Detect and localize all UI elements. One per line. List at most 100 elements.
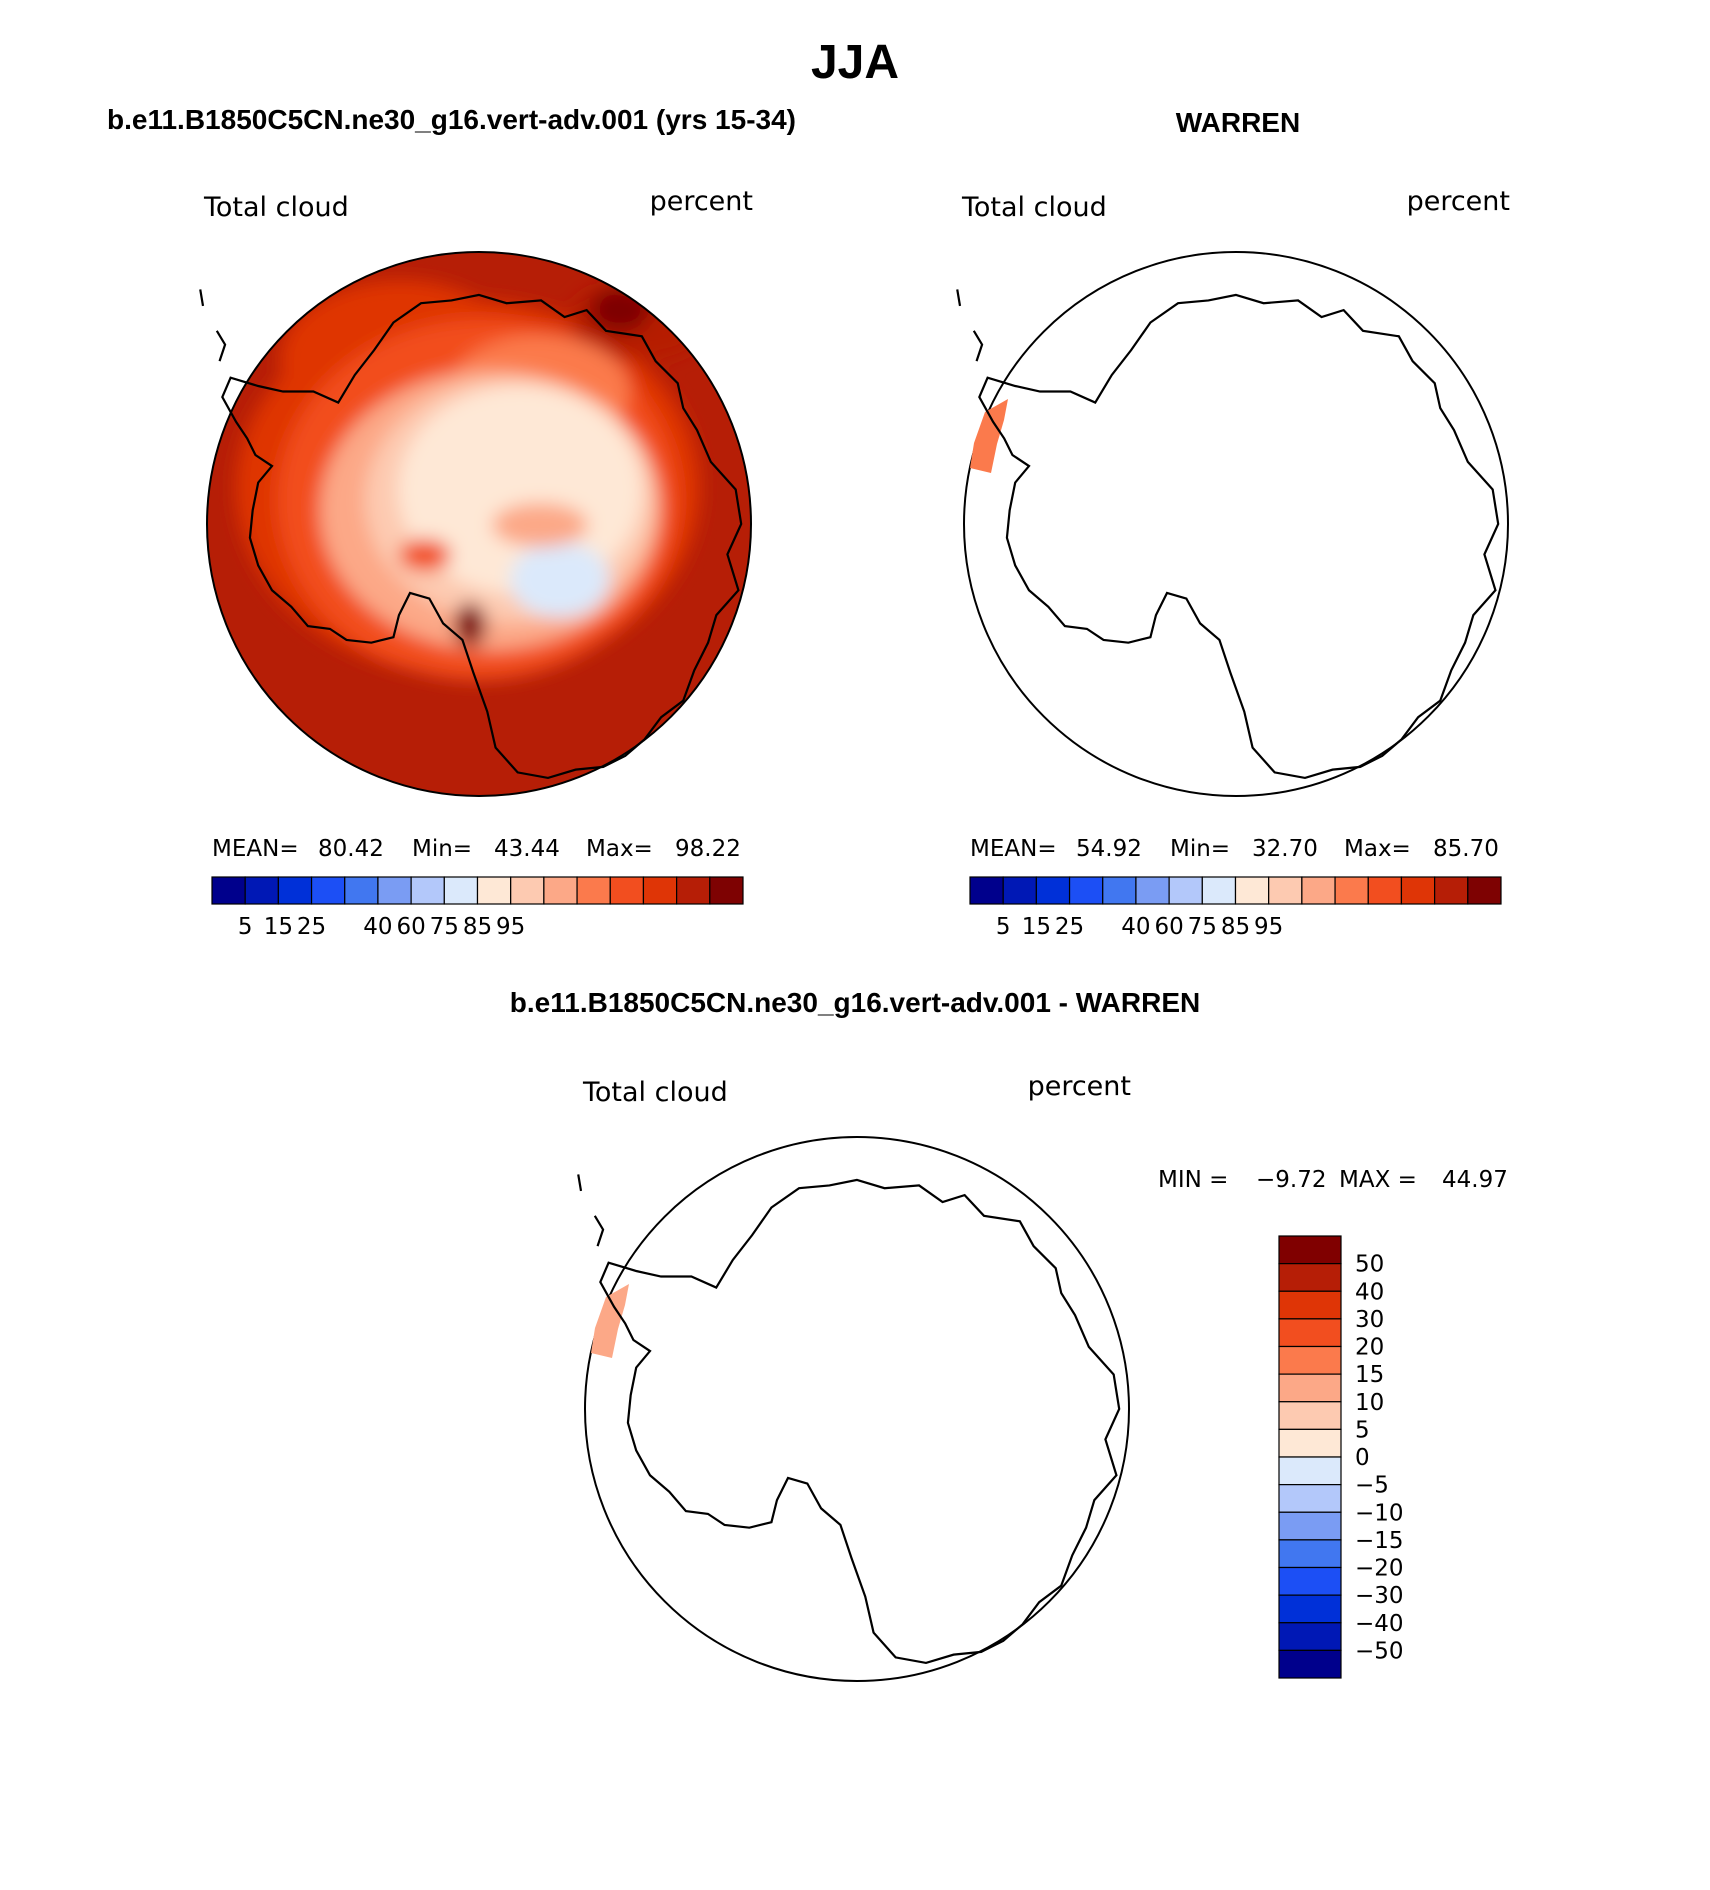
colorbar-obs-tick-label: 15 [1022,914,1051,940]
colorbar-obs-tick-label: 75 [1188,914,1217,940]
colorbar-model-swatch [510,876,545,905]
obs-min-label: Min= [1170,836,1230,862]
colorbar-diff-tick-label: −40 [1355,1611,1404,1637]
colorbar-diff-tick-label: 40 [1355,1279,1384,1305]
colorbar-obs-swatch [1367,876,1403,905]
colorbar-diff-swatch [1278,1484,1342,1513]
colorbar-obs-swatch [1268,876,1303,905]
model-mean-value: 80.42 [318,836,384,862]
colorbar-obs-swatch [1467,876,1502,905]
panel-model-title: b.e11.B1850C5CN.ne30_g16.vert-adv.001 (y… [107,104,796,135]
colorbar-diff-tick-label: −30 [1355,1583,1404,1609]
colorbar-model-swatch [410,876,445,905]
colorbar-diff-tick-label: 30 [1355,1307,1384,1333]
colorbar-obs-tick-label: 95 [1254,914,1283,940]
diff-max-value: 44.97 [1442,1167,1508,1193]
colorbar-obs-swatch [1434,876,1469,905]
panel-diff: b.e11.B1850C5CN.ne30_g16.vert-adv.001 - … [510,987,1508,1682]
colorbar-model: 5 15 25 40 60 75 85 95 [211,876,744,940]
panel-obs-field-label: Total cloud [961,192,1107,223]
panel-obs: WARREN Total cloud percent MEAN= 54.92 M… [956,107,1510,940]
colorbar-obs-swatch [1035,876,1071,905]
panel-model-field-label: Total cloud [203,192,349,223]
colorbar-diff-swatch [1278,1594,1342,1624]
colorbar-model-swatch [709,876,744,905]
colorbar-model-tick-label: 85 [463,914,492,940]
colorbar-model-tick-label: 75 [430,914,459,940]
diff-min-label: MIN = [1158,1167,1228,1193]
panel-obs-title: WARREN [1176,107,1300,138]
colorbar-obs-swatch [1102,876,1137,905]
colorbar-diff-swatch [1278,1622,1342,1651]
colorbar-diff-tick-label: 15 [1355,1362,1384,1388]
panel-diff-title: b.e11.B1850C5CN.ne30_g16.vert-adv.001 - … [510,987,1200,1018]
colorbar-model-tick-label: 40 [363,914,392,940]
colorbar-diff-swatch [1278,1428,1342,1458]
colorbar-model-swatch [576,876,611,905]
colorbar-diff-tick-label: 0 [1355,1445,1370,1471]
colorbar-diff-tick-label: −5 [1355,1473,1389,1499]
colorbar-obs-swatch [1135,876,1170,905]
colorbar-diff-tick-label: 50 [1355,1252,1384,1278]
colorbar-diff-swatch [1278,1539,1342,1569]
colorbar-diff-swatch [1278,1235,1342,1265]
colorbar-diff-swatch [1278,1318,1342,1348]
colorbar-model-tick-label: 60 [396,914,425,940]
panel-diff-field-label: Total cloud [582,1077,728,1108]
diff-max-label: MAX = [1339,1167,1417,1193]
colorbar-diff-swatch [1278,1511,1342,1541]
colorbar-diff-swatch [1278,1263,1342,1292]
colorbar-obs-swatch [1201,876,1237,905]
colorbar-diff-tick-label: −10 [1355,1500,1404,1526]
colorbar-model-swatch [609,876,645,905]
obs-min-value: 32.70 [1252,836,1318,862]
colorbar-model-tick-label: 15 [264,914,293,940]
model-max-value: 98.22 [675,836,741,862]
colorbar-diff-tick-label: −50 [1355,1638,1404,1664]
colorbar-obs-swatch [1168,876,1203,905]
colorbar-model-swatch [543,876,578,905]
colorbar-obs-tick-label: 40 [1121,914,1150,940]
colorbar-model-swatch [476,876,512,905]
colorbar-obs-tick-label: 60 [1154,914,1183,940]
colorbar-obs-swatch [1234,876,1270,905]
colorbar-model-swatch [310,876,346,905]
obs-mean-value: 54.92 [1076,836,1142,862]
panel-obs-units-label: percent [1407,186,1510,217]
colorbar-obs-swatch [1068,876,1104,905]
colorbar-model-swatch [642,876,678,905]
colorbar-diff-tick-label: 5 [1355,1417,1370,1443]
colorbar-diff-swatch [1278,1345,1342,1375]
colorbar-obs-swatch [1400,876,1436,905]
colorbar-model-swatch [277,876,313,905]
colorbar-model-tick-label: 95 [496,914,525,940]
colorbar-model-swatch [676,876,711,905]
colorbar-diff-tick-label: −15 [1355,1528,1404,1554]
model-min-value: 43.44 [494,836,560,862]
colorbar-diff-swatch [1278,1566,1342,1596]
obs-max-label: Max= [1344,836,1411,862]
colorbar-model-tick-label: 5 [238,914,253,940]
colorbar-diff-swatch [1278,1373,1342,1403]
colorbar-diff-swatch [1278,1401,1342,1430]
colorbar-model-tick-label: 25 [297,914,326,940]
obs-max-value: 85.70 [1433,836,1499,862]
model-cloud-field [207,252,751,796]
colorbar-obs-swatch [1002,876,1037,905]
panel-diff-units-label: percent [1028,1071,1131,1102]
obs-mean-label: MEAN= [970,836,1057,862]
colorbar-obs-tick-label: 5 [996,914,1011,940]
panel-model-units-label: percent [650,186,753,217]
colorbar-model-swatch [211,876,246,905]
diff-min-value: −9.72 [1256,1167,1326,1193]
panel-model: b.e11.B1850C5CN.ne30_g16.vert-adv.001 (y… [107,104,796,940]
colorbar-diff-tick-label: 10 [1355,1390,1384,1416]
colorbar-obs-swatch [1301,876,1336,905]
colorbar-obs: 5 15 25 40 60 75 85 95 [969,876,1502,940]
colorbar-model-swatch [244,876,279,905]
model-max-label: Max= [586,836,653,862]
diff-data-strip [591,1284,629,1358]
